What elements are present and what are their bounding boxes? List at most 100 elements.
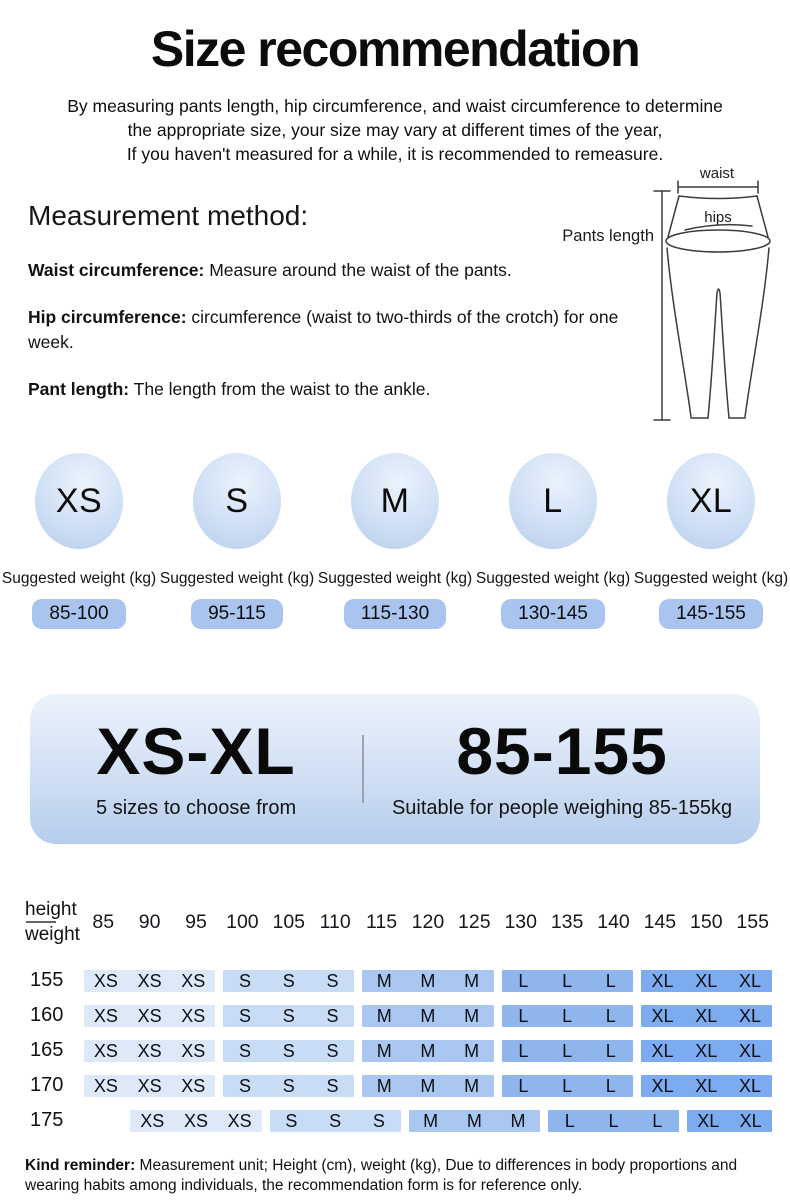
size-badge: M — [351, 453, 439, 549]
size-cell: XL — [651, 1005, 674, 1026]
size-cell: XS — [93, 1005, 118, 1026]
size-cell: XS — [137, 1005, 162, 1026]
size-badge: XS — [35, 453, 123, 549]
measurement-items: Waist circumference: Measure around the … — [28, 258, 646, 424]
row-height-label: 160 — [30, 1004, 64, 1026]
column-header: 155 — [736, 910, 769, 933]
column-header: 85 — [92, 910, 115, 933]
size-cell: S — [326, 1040, 339, 1061]
size-cell: XL — [738, 970, 761, 991]
waist-label: waist — [699, 165, 735, 182]
measurement-item-label: Pant length: — [28, 379, 130, 399]
size-cell: XS — [93, 1040, 118, 1061]
size-cell: XS — [181, 1005, 206, 1026]
size-cell: S — [239, 970, 252, 991]
measurement-item-waist: Waist circumference: Measure around the … — [28, 258, 646, 283]
measurement-item-hip: Hip circumference: circumference (waist … — [28, 305, 646, 355]
column-header: 150 — [690, 910, 723, 933]
kind-reminder: Kind reminder: Measurement unit; Height … — [25, 1156, 760, 1195]
measurement-item-length: Pant length: The length from the waist t… — [28, 377, 646, 402]
column-header: 90 — [138, 910, 161, 933]
height-header-label: height — [25, 899, 77, 920]
banner-weight-range-caption: Suitable for people weighing 85-155kg — [391, 797, 733, 819]
size-cell: L — [608, 1110, 619, 1131]
column-header: 125 — [458, 910, 491, 933]
size-cell: L — [605, 1040, 616, 1061]
size-cell: S — [372, 1110, 385, 1131]
size-cell: XS — [183, 1110, 208, 1131]
table-row: 165 XS XS XS S S S M M M L L L XL XL XL — [25, 1039, 776, 1062]
suggested-weight-label: Suggested weight (kg) — [317, 570, 473, 587]
intro-line: By measuring pants length, hip circumfer… — [67, 96, 723, 116]
size-cell: XS — [227, 1110, 252, 1131]
size-cell: XS — [137, 1040, 162, 1061]
size-group-xl: XL XL XL — [640, 1039, 772, 1062]
size-cell: XS — [93, 1075, 118, 1096]
height-weight-header: height weight — [25, 899, 80, 945]
weight-range-pill: 130-145 — [501, 599, 605, 629]
size-cell: XL — [695, 970, 718, 991]
measurement-item-label: Waist circumference: — [28, 260, 205, 280]
size-cell: S — [329, 1110, 342, 1131]
weight-range-pill: 95-115 — [191, 599, 283, 629]
table-header-row: height weight 85 90 95 100 105 110 115 120 125 13… — [25, 896, 776, 948]
size-cell: S — [326, 970, 339, 991]
size-cell: L — [652, 1110, 663, 1131]
size-cell: XS — [137, 970, 162, 991]
size-cell: XS — [181, 1075, 206, 1096]
size-cell: M — [420, 970, 436, 991]
column-header: 100 — [226, 910, 259, 933]
size-group-xs: XS XS XS — [84, 969, 216, 992]
size-cell: XL — [739, 1110, 762, 1131]
size-cell: XL — [697, 1110, 720, 1131]
weight-header-label: weight — [25, 924, 80, 945]
size-cell: M — [464, 1040, 480, 1061]
size-cell: M — [420, 1040, 436, 1061]
size-cell: M — [376, 1075, 392, 1096]
banner-divider — [362, 735, 365, 803]
column-header: 120 — [411, 910, 445, 933]
measurement-item-label: Hip circumference: — [28, 307, 187, 327]
size-cell: M — [464, 970, 480, 991]
size-cell: S — [285, 1110, 298, 1131]
size-cell: L — [562, 1075, 573, 1096]
size-group-xs: XS XS XS — [130, 1109, 262, 1132]
size-cell: M — [423, 1110, 439, 1131]
size-cell: L — [564, 1110, 575, 1131]
size-option-s: S Suggested weight (kg) 95-115 — [158, 453, 316, 629]
size-cell: M — [420, 1005, 436, 1026]
fraction-divider-line — [26, 921, 56, 923]
size-group-xs: XS XS XS — [84, 1004, 216, 1027]
column-header: 110 — [319, 910, 351, 933]
table-row: 160 XS XS XS S S S M M M L L L XL XL XL — [25, 1004, 776, 1027]
size-cell: XL — [651, 1040, 674, 1061]
size-cell: XL — [738, 1005, 761, 1026]
intro-line: If you haven't measured for a while, it … — [126, 144, 664, 164]
size-cell: XL — [695, 1040, 718, 1061]
suggested-weight-label: Suggested weight (kg) — [1, 570, 157, 587]
size-badge: XL — [667, 453, 755, 549]
size-cell: S — [239, 1005, 252, 1026]
size-summary-banner: XS-XL 5 sizes to choose from 85-155 Suit… — [30, 694, 760, 844]
size-cell: XL — [695, 1075, 718, 1096]
size-group-xl: XL XL XL — [640, 1074, 772, 1097]
measurement-item-text: circumference (waist to two-thirds of th… — [28, 307, 619, 352]
size-cell: S — [282, 1005, 295, 1026]
size-cell: XS — [93, 970, 118, 991]
kind-reminder-text: Measurement unit; Height (cm), weight (k… — [25, 1157, 738, 1194]
size-cell: S — [282, 970, 295, 991]
weight-range-pill: 145-155 — [659, 599, 763, 629]
table-row: 170 XS XS XS S S S M M M L L L XL XL XL — [25, 1074, 776, 1097]
size-cell: M — [376, 970, 392, 991]
